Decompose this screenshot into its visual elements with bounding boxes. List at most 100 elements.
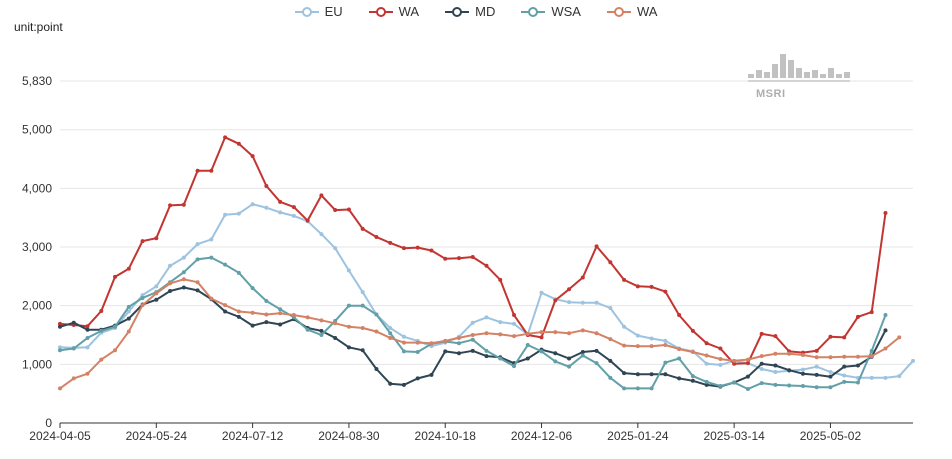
data-point-series-4	[126, 329, 131, 334]
data-point-series-4	[209, 296, 214, 301]
legend-label-wa-2: WA	[636, 4, 658, 19]
data-point-series-3	[800, 384, 805, 389]
data-point-series-3	[250, 286, 255, 291]
data-point-series-4	[649, 344, 654, 349]
data-point-series-3	[759, 381, 764, 386]
data-point-series-2	[663, 372, 668, 377]
data-point-series-1	[154, 236, 159, 241]
y-tick-label: 3,000	[22, 240, 52, 254]
legend-item-wa[interactable]: WA	[368, 4, 419, 19]
data-point-series-2	[883, 328, 888, 333]
data-point-series-1	[498, 277, 503, 282]
data-point-series-4	[814, 355, 819, 360]
data-point-series-0	[140, 293, 145, 298]
data-point-series-3	[113, 324, 118, 329]
data-point-series-0	[209, 237, 214, 242]
data-point-series-4	[787, 351, 792, 356]
data-point-series-2	[85, 327, 90, 332]
data-point-series-0	[498, 320, 503, 325]
data-point-series-4	[594, 331, 599, 336]
data-point-series-1	[732, 361, 737, 366]
series-line-4	[59, 278, 900, 390]
data-point-series-1	[388, 240, 393, 245]
data-point-series-4	[869, 354, 874, 359]
data-point-series-1	[649, 284, 654, 289]
data-point-series-2	[567, 356, 572, 361]
data-point-series-2	[608, 358, 613, 363]
data-point-series-3	[814, 385, 819, 390]
data-point-series-3	[305, 327, 310, 332]
data-point-series-3	[264, 298, 269, 303]
legend-label-wsa: WSA	[551, 4, 581, 19]
data-point-series-0	[718, 362, 723, 367]
data-point-series-2	[649, 372, 654, 377]
data-point-series-4	[718, 357, 723, 362]
legend-item-md[interactable]: MD	[445, 4, 495, 19]
data-point-series-3	[374, 312, 379, 317]
data-point-series-1	[236, 141, 241, 146]
data-point-series-2	[553, 351, 558, 356]
data-point-series-3	[594, 361, 599, 366]
data-point-series-3	[539, 349, 544, 354]
data-point-series-0	[800, 367, 805, 372]
data-point-series-4	[195, 280, 200, 285]
legend-item-eu[interactable]: EU	[294, 4, 343, 19]
data-point-series-2	[236, 314, 241, 319]
data-point-series-4	[690, 350, 695, 355]
data-point-series-4	[498, 332, 503, 337]
data-point-series-1	[195, 168, 200, 173]
data-point-series-0	[911, 358, 915, 363]
data-point-series-2	[745, 374, 750, 379]
data-point-series-4	[553, 330, 558, 335]
data-point-series-0	[842, 373, 847, 378]
data-point-series-2	[800, 371, 805, 376]
data-point-series-0	[608, 306, 613, 311]
legend-item-wsa[interactable]: WSA	[521, 4, 581, 19]
data-point-series-4	[512, 334, 517, 339]
data-point-series-2	[333, 335, 338, 340]
legend-swatch-eu	[294, 6, 319, 18]
data-point-series-1	[209, 168, 214, 173]
data-point-series-3	[663, 360, 668, 365]
legend-item-wa-2[interactable]: WA	[606, 4, 658, 19]
data-point-series-4	[236, 309, 241, 314]
y-tick-label: 5,000	[22, 123, 52, 137]
data-point-series-4	[154, 291, 159, 296]
data-point-series-1	[58, 321, 62, 326]
data-point-series-1	[759, 331, 764, 336]
data-point-series-4	[71, 376, 76, 381]
data-point-series-4	[842, 354, 847, 359]
data-point-series-1	[181, 202, 186, 207]
data-point-series-0	[223, 212, 228, 217]
data-point-series-1	[773, 334, 778, 339]
data-point-series-3	[99, 328, 104, 333]
data-point-series-4	[677, 347, 682, 352]
data-point-series-1	[443, 256, 448, 261]
data-point-series-3	[869, 348, 874, 353]
data-point-series-4	[140, 303, 145, 308]
data-point-series-3	[456, 341, 461, 346]
data-point-series-4	[264, 312, 269, 317]
data-point-series-3	[415, 350, 420, 355]
data-point-series-0	[580, 300, 585, 305]
x-tick-label: 2025-05-02	[800, 429, 862, 443]
data-point-series-2	[181, 285, 186, 290]
legend-swatch-md	[445, 6, 470, 18]
data-point-series-2	[360, 348, 365, 353]
data-point-series-2	[842, 364, 847, 369]
data-point-series-1	[594, 244, 599, 249]
data-point-series-4	[333, 321, 338, 326]
data-point-series-2	[828, 374, 833, 379]
data-point-series-1	[869, 310, 874, 315]
data-point-series-2	[264, 320, 269, 325]
data-point-series-2	[470, 348, 475, 353]
data-point-series-4	[773, 351, 778, 356]
data-point-series-0	[85, 345, 90, 350]
x-tick-label: 2024-08-30	[318, 429, 380, 443]
data-point-series-2	[278, 322, 283, 327]
data-point-series-2	[374, 367, 379, 372]
y-tick-label: 0	[45, 416, 52, 430]
legend-label-eu: EU	[324, 4, 343, 19]
legend-swatch-wsa	[521, 6, 546, 18]
data-point-series-1	[278, 199, 283, 204]
